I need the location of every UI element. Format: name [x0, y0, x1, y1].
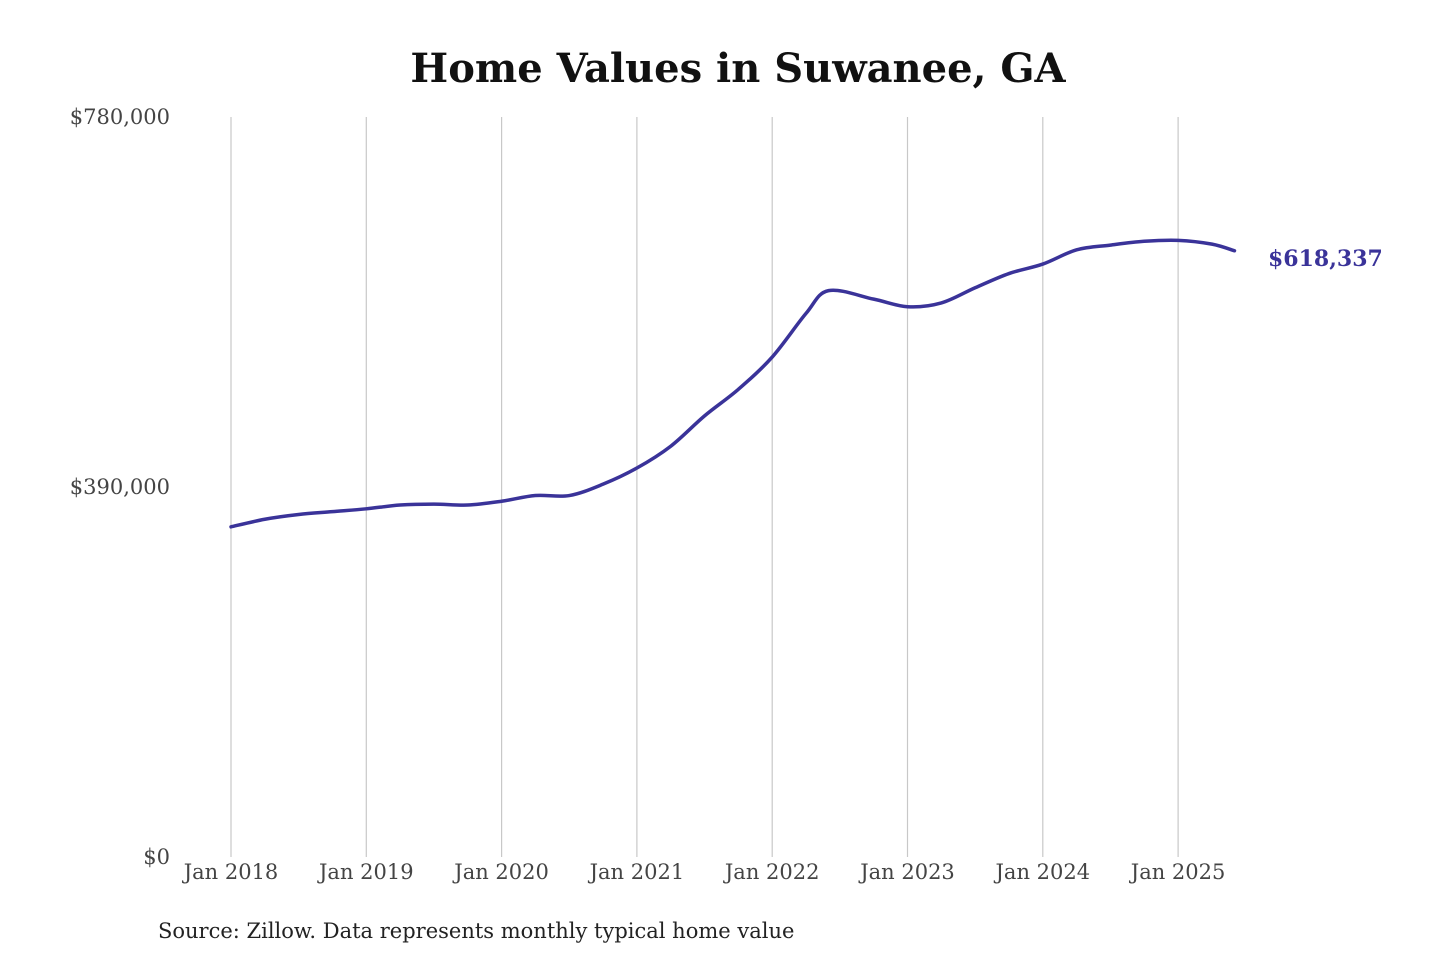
x-tick-label: Jan 2025 [1129, 860, 1226, 884]
y-tick-label: $0 [143, 845, 170, 869]
x-tick-label: Jan 2021 [588, 860, 685, 884]
x-tick-label: Jan 2020 [452, 860, 549, 884]
series-layer [229, 238, 1237, 529]
x-tick-label: Jan 2024 [994, 860, 1091, 884]
home-value-series-line [229, 238, 1237, 529]
source-note: Source: Zillow. Data represents monthly … [158, 919, 794, 943]
x-tick-label: Jan 2019 [317, 860, 414, 884]
y-tick-label: $390,000 [70, 475, 170, 499]
chart-title: Home Values in Suwanee, GA [410, 45, 1066, 92]
x-tick-label: Jan 2023 [858, 860, 955, 884]
latest-value-label: $618,337 [1268, 246, 1383, 272]
x-axis-ticks: Jan 2018 Jan 2019 Jan 2020 Jan 2021 Jan 2022… [182, 860, 1226, 884]
gridlines [230, 117, 1179, 857]
y-tick-label: $780,000 [70, 105, 170, 129]
x-tick-label: Jan 2018 [182, 860, 279, 884]
y-axis-ticks: $0 $390,000 $780,000 [70, 105, 170, 869]
x-tick-label: Jan 2022 [723, 860, 820, 884]
